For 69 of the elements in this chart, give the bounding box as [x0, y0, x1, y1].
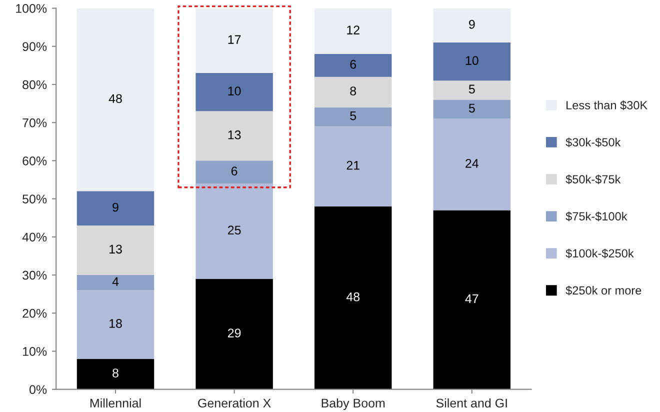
legend-label: $30k-$50k: [566, 138, 621, 148]
bar: [196, 111, 273, 161]
y-tick-label: 0%: [29, 385, 47, 394]
data-label: 6: [350, 60, 356, 69]
bar: [314, 8, 392, 54]
y-tick-label: 80%: [22, 80, 47, 90]
y-tick-label: 60%: [22, 156, 47, 166]
bar: [196, 73, 273, 112]
data-label: 25: [228, 226, 241, 235]
bar: [433, 210, 511, 390]
y-tick-label: 40%: [22, 232, 47, 242]
legend-label: Less than $30K: [566, 100, 648, 110]
bar: [433, 100, 511, 119]
legend-label: $250k or more: [566, 286, 642, 296]
data-label: 5: [468, 104, 475, 113]
data-label: 10: [466, 56, 478, 65]
bar: [433, 8, 511, 43]
bar: [314, 126, 392, 206]
bar: [433, 118, 511, 210]
bar: [196, 278, 273, 390]
legend-label: $75k-$100k: [566, 212, 628, 222]
legend-label: $100k-$250k: [566, 248, 634, 258]
data-label: 47: [465, 294, 478, 304]
bar: [314, 107, 392, 126]
bar: [433, 80, 511, 100]
data-label: 48: [346, 292, 360, 302]
bar: [76, 191, 154, 226]
bar: [76, 8, 154, 192]
y-tick-label: 100%: [16, 4, 47, 13]
data-label: 21: [346, 160, 360, 170]
data-label: 9: [112, 202, 118, 212]
x-tick-label: Generation X: [198, 398, 271, 408]
data-label: 10: [228, 86, 241, 96]
data-label: 24: [466, 158, 478, 168]
bar: [314, 76, 392, 108]
data-label: 18: [110, 319, 122, 328]
data-label: 17: [228, 35, 241, 44]
bar: [76, 358, 154, 390]
y-tick-label: 90%: [22, 42, 47, 51]
bar: [433, 42, 511, 81]
data-label: 13: [110, 244, 122, 254]
bar: [196, 184, 273, 279]
data-label: 5: [468, 84, 475, 94]
data-label: 8: [112, 368, 118, 378]
x-tick-label: Millennial: [90, 398, 141, 408]
bar: [196, 160, 273, 184]
data-label: 6: [231, 166, 238, 176]
data-label: 29: [228, 328, 241, 338]
x-tick-label: Baby Boom: [322, 398, 385, 410]
x-tick-label: Silent and GI: [436, 398, 507, 408]
bar: [314, 54, 392, 77]
data-label: 48: [108, 94, 122, 104]
data-label: 13: [228, 130, 241, 140]
data-label: 8: [350, 86, 356, 96]
bar: [76, 225, 154, 276]
data-label: 5: [350, 111, 356, 120]
data-label: 9: [469, 20, 475, 29]
y-tick-label: 50%: [22, 194, 47, 204]
data-label: 12: [347, 26, 360, 34]
bar: [314, 206, 392, 390]
y-tick-label: 10%: [23, 347, 47, 356]
bar: [76, 290, 154, 359]
bar: [196, 8, 273, 74]
y-tick-label: 20%: [22, 308, 47, 318]
data-label: 4: [112, 277, 119, 286]
bar: [76, 275, 154, 290]
legend-label: $50k-$75k: [566, 174, 621, 184]
y-tick-label: 30%: [22, 270, 47, 280]
y-tick-label: 70%: [22, 118, 47, 128]
